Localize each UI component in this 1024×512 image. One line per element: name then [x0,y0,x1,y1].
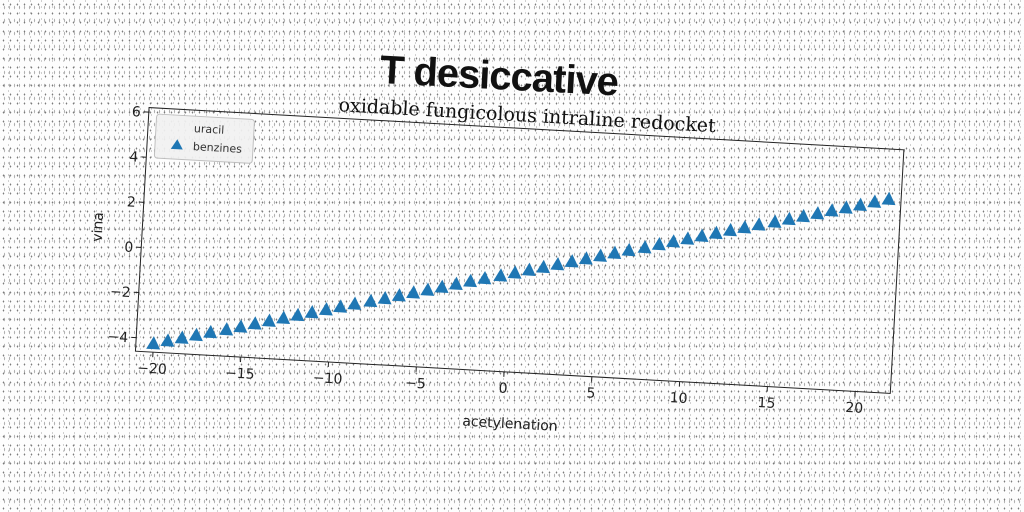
data-point-triangle [261,313,276,327]
x-axis: −20 −15 −10 −5 0 5 10 15 20 [137,352,864,417]
data-point-triangle [160,333,175,347]
y-tick-label: 0 [124,240,134,256]
data-point-triangle [448,276,463,290]
data-point-triangle [751,217,766,231]
data-point-triangle [621,242,636,257]
data-point-triangle [493,268,508,282]
data-point-triangle [651,237,666,251]
data-point-triangle [694,228,709,242]
data-point-triangle [420,282,435,296]
data-point-triangle [824,203,839,217]
data-points [146,191,896,350]
data-point-triangle [867,194,882,208]
x-tick-label: −20 [137,360,167,378]
data-point-triangle [406,285,421,299]
data-point-triangle [607,245,622,260]
data-point-triangle [781,211,796,226]
data-point-triangle [174,330,189,344]
x-tick-label: −5 [405,375,427,392]
y-tick-label: −4 [107,329,129,346]
data-point-triangle [536,259,551,274]
chart-subtitle: oxidable fungicolous intraline redocket [338,94,717,137]
data-point-triangle [333,299,348,313]
data-point-triangle [666,234,681,248]
data-point-triangle [507,265,522,279]
data-point-triangle [434,279,449,294]
legend-marker-benzines [170,139,183,150]
y-tick-label: −2 [110,284,132,301]
data-point-triangle [188,327,203,342]
y-axis: −4 −2 0 2 4 6 [107,104,149,346]
data-point-triangle [363,293,378,308]
data-point-triangle [247,316,262,330]
data-point-triangle [318,302,333,316]
data-point-triangle [203,324,218,339]
data-point-triangle [304,304,319,319]
data-point-triangle [463,273,478,288]
data-point-triangle [593,248,608,262]
data-point-triangle [637,240,652,254]
data-point-triangle [852,197,867,211]
data-point-triangle [578,251,593,265]
y-tick-label: 6 [131,104,141,120]
data-point-triangle [477,270,492,285]
y-tick-label: 2 [126,194,136,210]
x-tick-label: 15 [757,395,776,412]
x-tick-label: −15 [225,365,255,383]
legend-label-uracil: uracil [194,122,225,137]
data-point-triangle [680,231,695,245]
data-point-triangle [767,214,782,228]
data-point-triangle [723,222,738,237]
y-tick-label: 4 [129,149,139,165]
data-point-triangle [708,225,723,240]
data-point-triangle [146,336,161,350]
y-axis-label: vina [90,212,108,242]
legend: uracil benzines [153,113,255,164]
data-point-triangle [838,200,853,214]
x-tick-label: 0 [498,381,508,397]
x-tick-label: 5 [586,385,596,401]
data-point-triangle [377,290,392,305]
plot-frame [134,107,905,394]
data-point-triangle [881,191,896,206]
legend-box [153,113,255,164]
x-tick-label: 10 [669,390,688,407]
data-point-triangle [521,262,536,276]
data-point-triangle [796,208,810,223]
data-point-triangle [737,220,752,234]
data-point-triangle [347,296,362,310]
x-tick-label: 20 [845,400,864,417]
legend-label-benzines: benzines [193,140,243,156]
x-axis-label: acetylenation [462,414,558,435]
data-point-triangle [219,322,234,336]
data-point-triangle [290,307,305,322]
data-point-triangle [276,310,291,324]
x-tick-label: −10 [312,370,342,388]
data-point-triangle [810,206,825,220]
data-point-triangle [564,254,579,268]
data-point-triangle [550,256,565,271]
data-point-triangle [233,319,248,333]
data-point-triangle [391,288,406,302]
